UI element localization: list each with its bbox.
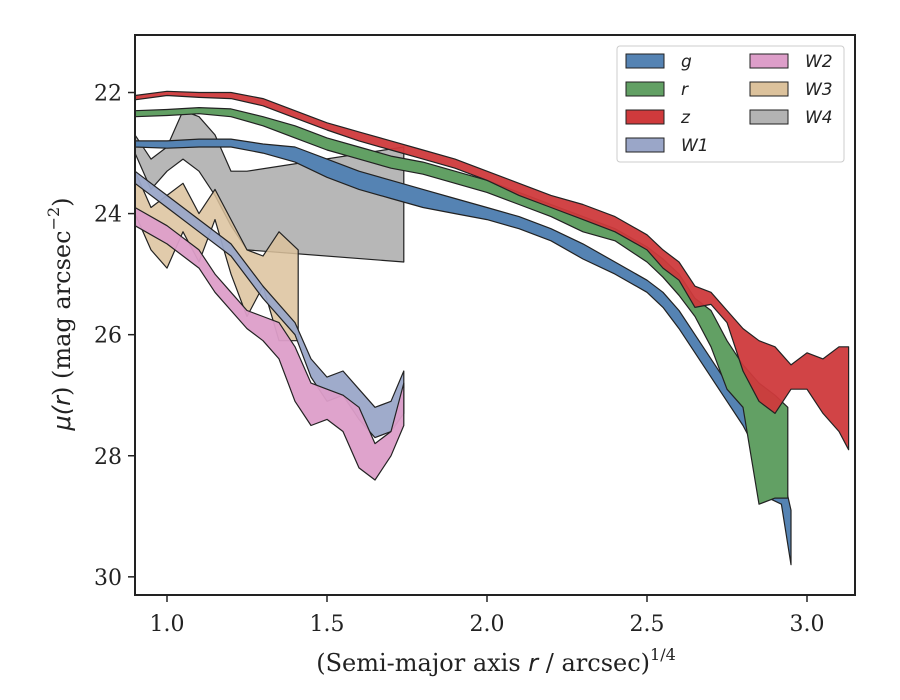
band-w2 [134, 206, 405, 481]
x-tick-label: 3.0 [790, 612, 825, 637]
legend-swatch-w1 [625, 137, 665, 153]
x-tick-label: 2.0 [470, 612, 505, 637]
y-tick-label: 30 [94, 566, 122, 591]
y-tick-label: 24 [94, 203, 122, 228]
plot-frame [134, 34, 856, 596]
legend-box [616, 45, 845, 163]
legend-label-r: r [681, 80, 689, 100]
legend-swatch-w4 [749, 109, 789, 125]
y-tick-label: 28 [94, 445, 122, 470]
legend-swatch-z [625, 109, 665, 125]
y-axis-title: μ(r) (mag arcsec−2) [44, 197, 76, 431]
band-r [134, 107, 789, 505]
legend-label-w1: W1 [681, 136, 709, 156]
x-tick-label: 1.5 [310, 612, 345, 637]
legend: grz W1 W2 W3 W4 [616, 45, 845, 163]
legend-swatch-g [625, 53, 665, 69]
band-z [134, 90, 850, 451]
x-tick-label: 2.5 [630, 612, 665, 637]
legend-label-w4: W4 [805, 108, 833, 128]
legend-swatch-w3 [749, 81, 789, 97]
axis-ticks: 1.0 1.5 2.0 2.5 3.0 22 24 26 28 30 [94, 82, 825, 637]
y-tick-label: 22 [94, 82, 122, 107]
x-axis-title: (Semi-major axis r / arcsec)1/4 [316, 645, 676, 677]
legend-label-g: g [681, 52, 692, 72]
x-tick-label: 1.0 [150, 612, 185, 637]
legend-label-z: z [680, 108, 691, 128]
legend-swatch-w2 [749, 53, 789, 69]
legend-label-w3: W3 [805, 80, 833, 100]
profile-bands [134, 90, 850, 566]
legend-label-w2: W2 [805, 52, 833, 72]
band-g [134, 138, 792, 566]
y-tick-label: 26 [94, 324, 122, 349]
legend-swatch-r [625, 81, 665, 97]
